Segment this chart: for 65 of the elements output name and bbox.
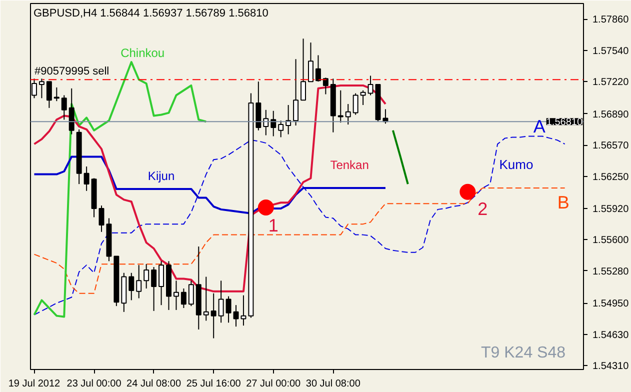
candlestick [240, 294, 246, 326]
candlestick [38, 78, 44, 99]
x-tick-label: 30 Jul 08:00 [306, 378, 361, 390]
y-tick-label: 1.55280 [592, 266, 630, 278]
series-label: Chinkou [120, 46, 165, 60]
annotation: B [557, 192, 570, 213]
candlestick [188, 280, 194, 307]
x-tick-label: 24 Jul 08:00 [126, 378, 182, 390]
annotation: Kumo [499, 157, 534, 172]
candlestick [300, 38, 306, 101]
candlestick [345, 104, 351, 126]
y-tick-label: 1.56250 [592, 172, 630, 183]
candlestick [180, 288, 186, 309]
candlestick [98, 205, 104, 232]
candlestick [293, 58, 299, 126]
chart-title: GBPUSD,H4 1.56844 1.56937 1.56789 1.56810 [34, 8, 268, 20]
candlestick [360, 90, 366, 106]
y-tick-label: 1.56570 [592, 140, 630, 152]
y-tick-label: 1.54310 [592, 361, 630, 372]
line-series [33, 84, 386, 292]
annotation: 2 [478, 198, 488, 219]
y-tick-label: 1.57860 [592, 14, 630, 26]
candlestick [136, 264, 142, 299]
y-tick-label: 1.55600 [592, 235, 630, 246]
ref-line-label: #90579995 sell [34, 66, 110, 78]
annotation: A [533, 116, 546, 136]
y-tick-label: 1.57220 [592, 77, 630, 88]
candlestick [84, 166, 90, 192]
series-label: Tenkan [330, 158, 369, 172]
series-label: Kijun [148, 168, 175, 183]
candlestick [46, 81, 52, 108]
candlestick [210, 292, 216, 339]
candlestick [308, 42, 314, 82]
line-series [33, 156, 386, 214]
y-tick-label: 1.56890 [592, 109, 630, 120]
candlestick [144, 264, 150, 289]
candlestick [338, 90, 344, 124]
candlestick [368, 75, 374, 96]
candlestick [278, 120, 284, 138]
candlestick [151, 266, 157, 312]
candlestick [218, 280, 224, 324]
candlestick [128, 272, 134, 301]
candlestick [158, 260, 164, 306]
candlestick [263, 109, 269, 136]
candlestick [203, 276, 209, 322]
candlestick [352, 92, 358, 116]
annotation: T9 K24 S48 [481, 344, 566, 362]
candlestick [173, 280, 179, 310]
candlestick [226, 296, 232, 324]
candlestick [315, 54, 321, 82]
candlestick [322, 77, 328, 95]
candlestick [61, 94, 67, 120]
line-series [33, 61, 208, 318]
y-tick-label: 1.57540 [592, 46, 630, 57]
y-tick-label: 1.55920 [592, 204, 630, 215]
x-tick-label: 23 Jul 00:00 [66, 378, 122, 390]
candlestick [54, 86, 60, 102]
y-tick-label: 1.54630 [592, 330, 630, 341]
x-tick-label: 19 Jul 2012 [8, 378, 61, 390]
x-tick-label: 25 Jul 16:00 [186, 378, 242, 390]
x-tick-label: 27 Jul 00:00 [246, 378, 302, 390]
annotation: 1 [268, 216, 278, 236]
candlestick [270, 110, 276, 137]
y-tick-label: 1.54950 [592, 298, 630, 310]
candlestick [68, 88, 74, 135]
